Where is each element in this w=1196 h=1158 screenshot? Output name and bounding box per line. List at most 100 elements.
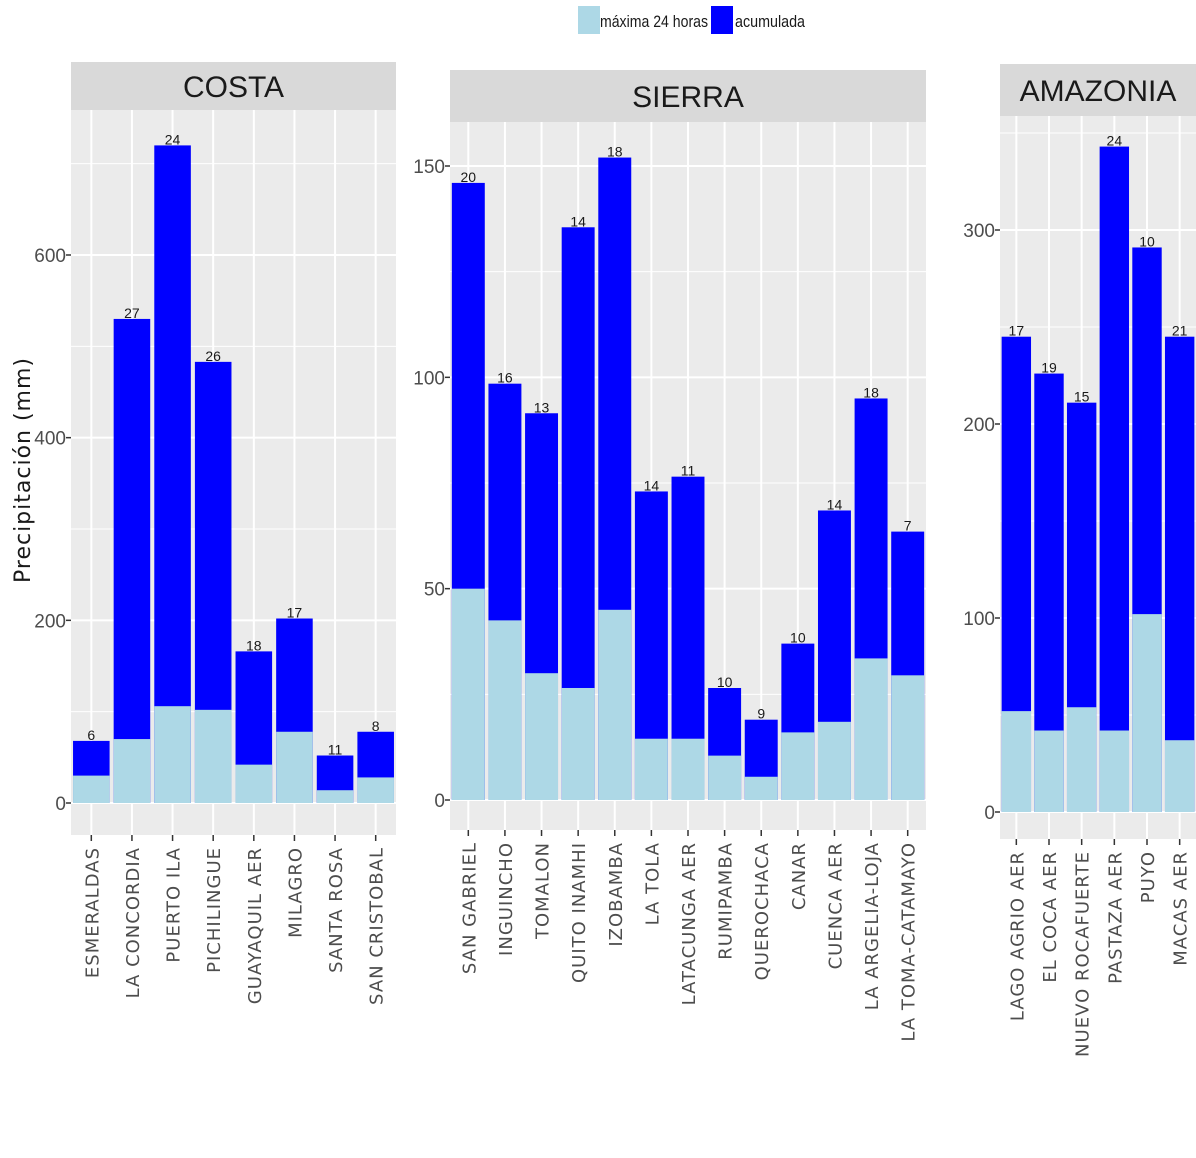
bar-max24-lago-agrio-aer (1001, 711, 1032, 812)
data-label-puerto-ila: 24 (165, 131, 181, 147)
data-label-esmeraldas: 6 (87, 727, 95, 743)
panel-strip (71, 62, 396, 110)
data-label-puyo: 10 (1139, 233, 1155, 249)
panel-strip (1000, 64, 1196, 116)
category-label-lago-agrio-aer: LAGO AGRIO AER (1007, 851, 1028, 1021)
data-label-santa-rosa: 11 (328, 742, 343, 758)
bar-max24-guayaquil-aer (235, 764, 273, 803)
category-label-san-cristobal: SAN CRISTOBAL (367, 847, 388, 1005)
category-label-pastaza-aer: PASTAZA AER (1105, 851, 1126, 984)
y-tick-label: 300 (963, 221, 995, 242)
bar-max24-santa-rosa (316, 790, 354, 803)
bar-max24-milagro (276, 731, 313, 803)
y-tick-label: 200 (34, 611, 66, 632)
data-label-izobamba: 18 (607, 144, 623, 160)
bar-max24-inguincho (488, 620, 522, 800)
data-label-la-concordia: 27 (124, 305, 140, 321)
y-tick-label: 0 (984, 803, 995, 824)
legend: máxima 24 horas acumulada (578, 6, 805, 34)
bar-max24-nuevo-rocafuerte (1066, 707, 1097, 812)
category-label-la-argelia-loja: LA ARGELIA-LOJA (862, 842, 883, 1010)
data-label-milagro: 17 (287, 605, 303, 621)
bar-max24-puyo (1132, 614, 1162, 812)
category-label-querochaca: QUEROCHACA (752, 842, 773, 980)
category-label-tomalon: TOMALON (533, 842, 554, 940)
data-label-querochaca: 9 (757, 706, 765, 722)
category-label-pichilingue: PICHILINGUE (204, 847, 225, 973)
bar-max24-canar (781, 732, 815, 800)
category-label-izobamba: IZOBAMBA (606, 842, 627, 947)
legend-label-acumulada: acumulada (735, 12, 805, 31)
category-label-canar: CANAR (789, 842, 810, 910)
data-label-san-cristobal: 8 (372, 718, 380, 734)
legend-key-max24 (578, 6, 600, 34)
category-label-milagro: MILAGRO (285, 847, 306, 938)
category-label-el-coca-aer: EL COCA AER (1040, 851, 1061, 983)
bar-acumulada-macas-aer (1164, 336, 1195, 812)
data-label-tomalon: 13 (534, 399, 550, 415)
bar-max24-izobamba (598, 609, 632, 800)
bar-max24-puerto-ila (154, 706, 191, 803)
y-tick-label: 0 (55, 794, 66, 815)
data-label-cuenca-aer: 14 (827, 496, 843, 512)
category-label-latacunga-aer: LATACUNGA AER (679, 842, 700, 1005)
data-label-el-coca-aer: 19 (1041, 360, 1057, 376)
category-label-puyo: PUYO (1138, 851, 1159, 903)
data-label-latacunga-aer: 11 (681, 463, 696, 479)
category-label-cuenca-aer: CUENCA AER (825, 842, 846, 969)
category-label-nuevo-rocafuerte: NUEVO ROCAFUERTE (1073, 851, 1094, 1057)
bar-max24-esmeraldas (73, 775, 110, 803)
data-label-lago-agrio-aer: 17 (1009, 323, 1025, 339)
bar-max24-la-toma-catamayo (891, 675, 925, 800)
bar-max24-querochaca (744, 776, 778, 800)
bar-acumulada-pastaza-aer (1099, 146, 1130, 812)
y-axis: 0 100 200 300 (963, 221, 1000, 824)
bar-max24-latacunga-aer (671, 738, 705, 800)
bar-max24-el-coca-aer (1034, 730, 1064, 812)
bar-max24-tomalon (525, 673, 559, 800)
data-label-pastaza-aer: 24 (1107, 133, 1123, 149)
y-axis-label: Precipitación (mm) (11, 357, 36, 583)
data-label-canar: 10 (790, 630, 806, 646)
bar-max24-rumipamba (708, 755, 742, 800)
bar-max24-macas-aer (1164, 740, 1195, 812)
bar-max24-cuenca-aer (817, 721, 851, 800)
category-label-puerto-ila: PUERTO ILA (164, 847, 185, 963)
panel-title: AMAZONIA (1020, 75, 1177, 108)
y-axis: 0 200 400 600 (34, 246, 71, 815)
data-label-guayaquil-aer: 18 (246, 637, 262, 653)
data-label-quito-inamhi: 14 (570, 213, 586, 229)
bar-max24-pichilingue (194, 709, 232, 803)
legend-label-max24: máxima 24 horas (600, 12, 708, 31)
category-label-rumipamba: RUMIPAMBA (716, 842, 737, 960)
category-label-san-gabriel: SAN GABRIEL (459, 842, 480, 974)
bar-max24-la-tola (634, 738, 668, 800)
panel-costa: COSTA 0 200 400 600 6 ESMERALDAS 27 LA CONCORDIA… (34, 62, 396, 1005)
category-label-la-concordia: LA CONCORDIA (123, 847, 144, 998)
y-tick-label: 0 (434, 791, 445, 812)
y-axis: 0 50 100 150 (413, 157, 450, 812)
category-label-esmeraldas: ESMERALDAS (82, 847, 103, 978)
data-label-rumipamba: 10 (717, 674, 733, 690)
y-tick-label: 100 (413, 368, 445, 389)
data-label-san-gabriel: 20 (461, 169, 477, 185)
category-label-santa-rosa: SANTA ROSA (326, 847, 347, 973)
bar-max24-la-argelia-loja (854, 658, 888, 800)
y-tick-label: 600 (34, 246, 66, 267)
y-tick-label: 100 (963, 609, 995, 630)
category-label-la-tola: LA TOLA (642, 842, 663, 925)
bar-max24-san-gabriel (451, 588, 485, 800)
bar-max24-san-cristobal (357, 777, 394, 803)
data-label-macas-aer: 21 (1172, 323, 1188, 339)
data-label-pichilingue: 26 (205, 348, 221, 364)
bar-max24-quito-inamhi (561, 687, 595, 800)
y-tick-label: 400 (34, 429, 66, 450)
category-label-la-toma-catamayo: LA TOMA-CATAMAYO (899, 842, 920, 1042)
bar-acumulada-puerto-ila (154, 145, 191, 803)
data-label-la-argelia-loja: 18 (863, 384, 879, 400)
category-label-quito-inamhi: QUITO INAMHI (569, 842, 590, 983)
panel-strip (450, 70, 926, 122)
data-label-nuevo-rocafuerte: 15 (1074, 389, 1090, 405)
